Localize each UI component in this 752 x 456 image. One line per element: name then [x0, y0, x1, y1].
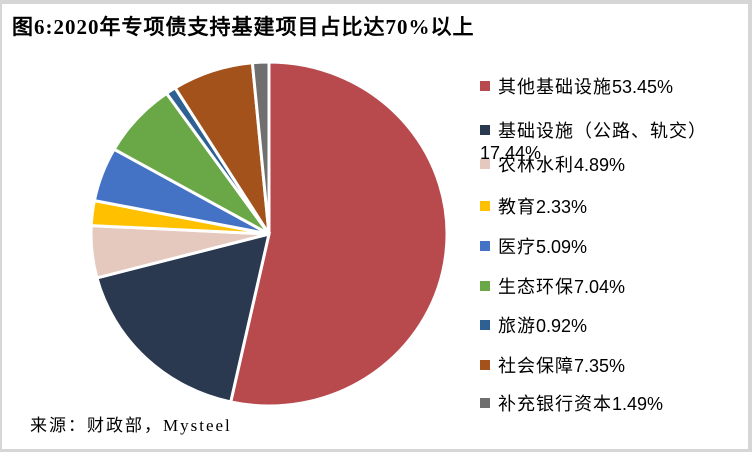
pie-chart — [80, 52, 462, 418]
legend-value: 4.89% — [574, 155, 626, 175]
legend-swatch-icon — [480, 125, 490, 135]
legend-item-2: 农林水利4.89% — [480, 154, 720, 176]
pie-slice-1 — [95, 231, 272, 404]
legend-item-8: 补充银行资本1.49% — [480, 393, 720, 415]
legend-item-7: 社会保障7.35% — [480, 355, 720, 377]
legend-label: 社会保障 — [498, 356, 574, 376]
legend-swatch-icon — [480, 201, 490, 211]
legend-value: 1.49% — [612, 394, 664, 414]
legend-value: 53.45% — [612, 77, 674, 97]
legend-item-0: 其他基础设施53.45% — [480, 76, 720, 98]
legend-swatch-icon — [480, 241, 490, 251]
legend-swatch-icon — [480, 398, 490, 408]
source-text: 来源：财政部，Mysteel — [30, 416, 232, 435]
figure-title: 图6:2020年专项债支持基建项目占比达70%以上 — [12, 15, 475, 39]
legend-value: 7.35% — [574, 356, 626, 376]
legend-value: 2.33% — [536, 197, 588, 217]
legend-label: 旅游 — [498, 316, 536, 336]
legend-swatch-icon — [480, 320, 490, 330]
legend-item-5: 生态环保7.04% — [480, 276, 720, 298]
legend-value: 7.04% — [574, 277, 626, 297]
legend-item-4: 医疗5.09% — [480, 236, 720, 258]
legend-swatch-icon — [480, 81, 490, 91]
pie-slice-8 — [250, 60, 271, 235]
legend-label: 生态环保 — [498, 277, 574, 297]
legend-swatch-icon — [480, 360, 490, 370]
legend-value: 0.92% — [536, 316, 588, 336]
legend-label: 医疗 — [498, 237, 536, 257]
legend-label: 补充银行资本 — [498, 394, 612, 414]
pie-slice-0 — [228, 60, 449, 408]
legend-label: 基础设施（公路、轨交） — [498, 121, 707, 141]
legend-item-1: 基础设施（公路、轨交）17.44% — [480, 120, 720, 164]
legend-item-6: 旅游0.92% — [480, 315, 720, 337]
legend-label: 教育 — [498, 197, 536, 217]
legend-value: 17.44% — [480, 143, 542, 163]
legend-swatch-icon — [480, 281, 490, 291]
pie-chart-svg — [89, 60, 449, 408]
legend-label: 其他基础设施 — [498, 77, 612, 97]
legend-label: 农林水利 — [498, 155, 574, 175]
legend-item-3: 教育2.33% — [480, 196, 720, 218]
legend-value: 5.09% — [536, 237, 588, 257]
legend: 其他基础设施53.45% 基础设施（公路、轨交）17.44% 农林水利4.89% 教育… — [480, 4, 748, 456]
legend-swatch-icon — [480, 159, 490, 169]
